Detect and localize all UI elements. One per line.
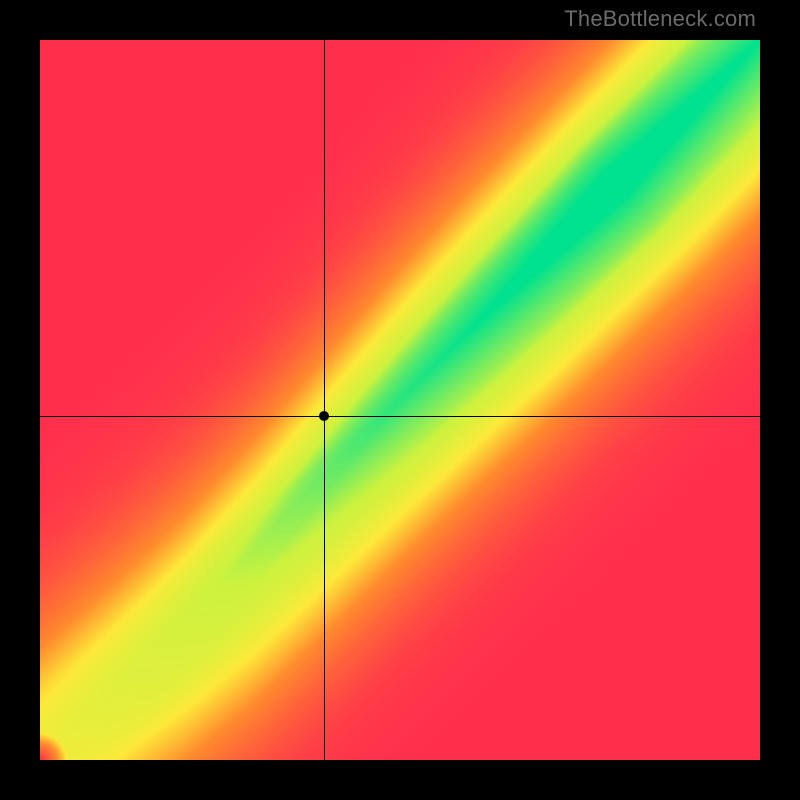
crosshair-vertical [324,40,325,760]
heatmap-canvas [40,40,760,760]
watermark-text: TheBottleneck.com [564,6,756,32]
crosshair-marker [319,411,329,421]
crosshair-horizontal [40,416,760,417]
heatmap-plot-area [40,40,760,760]
